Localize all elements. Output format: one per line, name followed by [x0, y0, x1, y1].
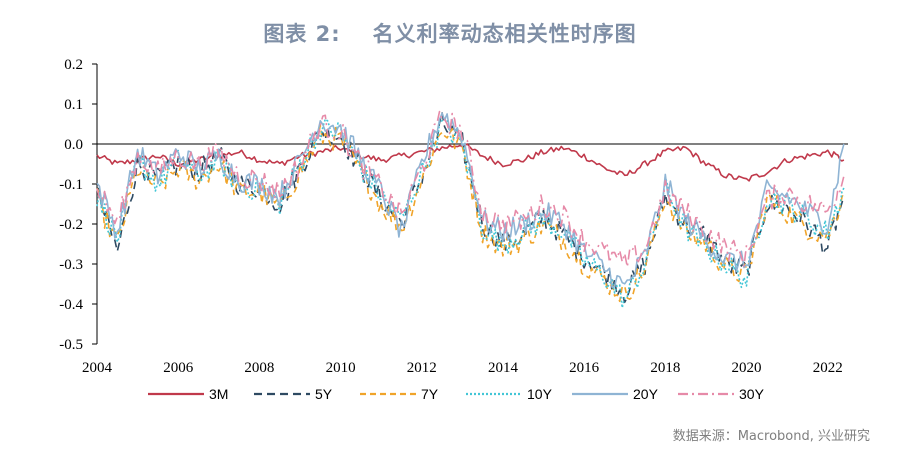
chart-axes: 0.2 0.1 0.0 -0.1 -0.2 -0.3 -0.4 -0.5 2004 2006 200… [59, 57, 848, 376]
x-tick-label: 2008 [244, 360, 274, 376]
x-tick-label: 2010 [326, 360, 356, 376]
legend-label-7y: 7Y [421, 386, 439, 402]
y-tick-label: 0.1 [64, 97, 83, 113]
chart-title: 图表 2: 名义利率动态相关性时序图 [0, 18, 900, 48]
x-tick-label: 2020 [732, 360, 762, 376]
series-line-5y [96, 112, 845, 304]
series-line-20y [96, 112, 845, 288]
series-line-30y [96, 110, 845, 268]
x-tick-label: 2016 [569, 360, 600, 376]
y-tick-label: -0.5 [59, 337, 83, 353]
chart-title-text: 名义利率动态相关性时序图 [372, 22, 637, 46]
x-tick-label: 2006 [163, 360, 194, 376]
legend-label-20y: 20Y [633, 386, 659, 402]
y-tick-label: -0.1 [59, 177, 83, 193]
y-tick-label: 0.2 [64, 57, 83, 73]
x-tick-label: 2004 [82, 360, 113, 376]
series-line-10y [96, 118, 845, 309]
legend-label-10y: 10Y [527, 386, 553, 402]
legend-label-3m: 3M [209, 386, 228, 402]
x-tick-label: 2018 [650, 360, 680, 376]
y-tick-label: 0.0 [64, 137, 83, 153]
x-tick-label: 2014 [488, 360, 519, 376]
y-tick-label: -0.3 [59, 257, 83, 273]
chart-series [96, 110, 845, 309]
source-note: 数据来源：Macrobond, 兴业研究 [672, 429, 870, 444]
legend-label-5y: 5Y [315, 386, 333, 402]
x-tick-label: 2022 [813, 360, 843, 376]
y-tick-label: -0.2 [59, 217, 83, 233]
x-tick-label: 2012 [407, 360, 437, 376]
chart-title-prefix: 图表 2: [263, 22, 341, 46]
legend-label-30y: 30Y [739, 386, 765, 402]
y-tick-label: -0.4 [59, 297, 83, 313]
chart-legend: 3M 5Y 7Y 10Y 20Y 30Y [148, 386, 765, 402]
